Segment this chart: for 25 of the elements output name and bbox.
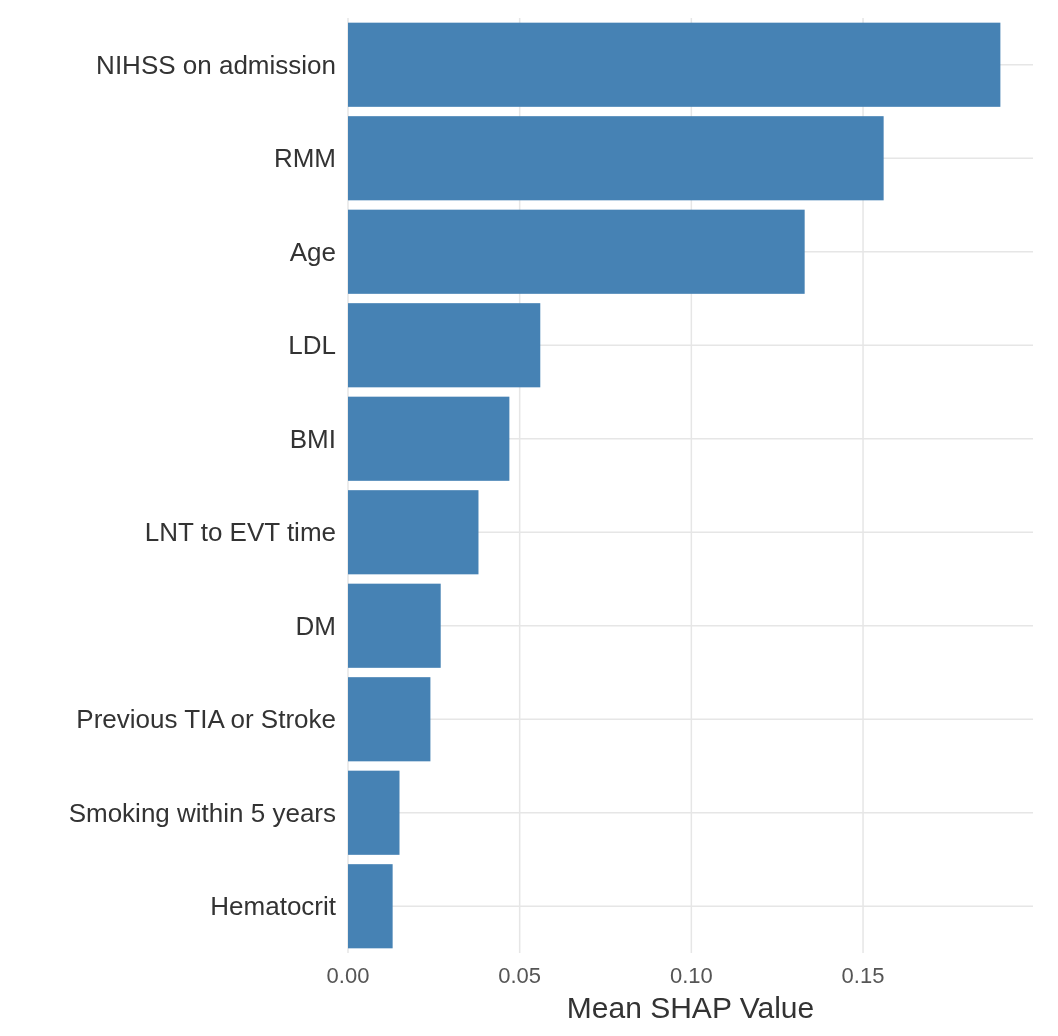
y-tick-label: Previous TIA or Stroke xyxy=(76,704,336,735)
x-tick-label: 0.15 xyxy=(841,963,885,988)
y-tick-label: NIHSS on admission xyxy=(96,49,336,80)
y-tick-label: LNT to EVT time xyxy=(144,517,336,548)
bar xyxy=(348,490,479,575)
bar xyxy=(348,209,805,294)
x-tick-label: 0.00 xyxy=(326,963,370,988)
y-tick-label: Smoking within 5 years xyxy=(68,797,336,828)
bar xyxy=(348,583,441,668)
y-tick-label: Age xyxy=(289,236,336,267)
bar xyxy=(348,116,884,201)
y-tick-label: RMM xyxy=(273,143,336,174)
bar xyxy=(348,396,510,481)
x-tick-label: 0.05 xyxy=(498,963,542,988)
x-axis-title: Mean SHAP Value xyxy=(566,991,815,1024)
y-tick-label: DM xyxy=(295,610,336,641)
bar xyxy=(348,770,400,855)
bar xyxy=(348,864,393,949)
bar xyxy=(348,677,431,762)
x-tick-label: 0.10 xyxy=(669,963,713,988)
y-tick-label: Hematocrit xyxy=(210,891,337,922)
y-tick-label: LDL xyxy=(288,330,336,361)
y-tick-label: BMI xyxy=(289,423,336,454)
bar xyxy=(348,303,541,388)
bar xyxy=(348,22,1001,107)
